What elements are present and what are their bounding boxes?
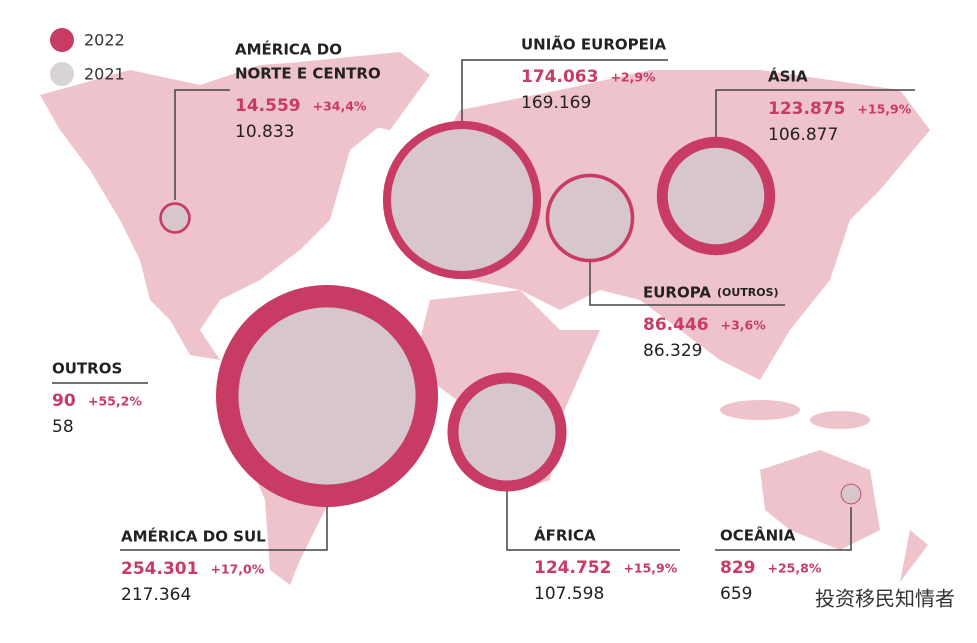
change: +17,0% (210, 562, 264, 577)
region-name: AMÉRICA DO SUL (121, 527, 266, 546)
bubble-2021 (841, 484, 861, 504)
region-name: ÁSIA (768, 67, 808, 86)
value-2022: 124.752 (534, 558, 611, 578)
bubble-2021 (161, 204, 189, 232)
value-2021: 659 (720, 584, 752, 604)
region-name: OCEÂNIA (720, 526, 796, 545)
leader-line (715, 89, 915, 144)
value-2022: 174.063 (521, 67, 598, 87)
value-2021: 106.877 (768, 125, 838, 145)
legend-label: 2022 (84, 31, 125, 50)
legend-swatch (50, 28, 74, 52)
value-2022: 829 (720, 558, 756, 578)
change: +34,4% (313, 99, 367, 114)
bubble-2021 (390, 128, 534, 272)
leader-line (589, 256, 785, 306)
value-2022: 86.446 (643, 315, 709, 335)
legend-label: 2021 (84, 65, 125, 84)
change: +2,9% (610, 70, 656, 85)
leader-line (461, 59, 668, 124)
region-name: EUROPA (643, 284, 711, 302)
value-2021: 217.364 (121, 585, 191, 605)
value-2021: 107.598 (534, 584, 604, 604)
bubble-2021 (667, 147, 765, 245)
watermark: 投资移民知情者 (815, 587, 955, 611)
value-2022: 14.559 (235, 96, 301, 116)
value-2021: 58 (52, 417, 74, 437)
bubble-2021 (458, 383, 556, 481)
legend-swatch (50, 62, 74, 86)
bubble-2021 (238, 307, 416, 485)
value-2021: 86.329 (643, 341, 702, 361)
region-name: NORTE E CENTRO (235, 65, 381, 83)
change: +3,6% (721, 318, 767, 333)
change: +15,9% (857, 102, 911, 117)
overlay: 2022 2021 AMÉRICA DO NORTE E CENTRO 14.559 +3… (50, 28, 955, 611)
bubble-2021 (549, 177, 631, 259)
region-name: UNIÃO EUROPEIA (521, 35, 666, 54)
value-2021: 169.169 (521, 93, 591, 113)
value-2022: 123.875 (768, 99, 845, 119)
region-name: AMÉRICA DO (235, 40, 342, 59)
leader-line (506, 484, 680, 551)
leader-line (120, 507, 328, 551)
value-2022: 254.301 (121, 559, 198, 579)
region-note: (OUTROS) (717, 286, 779, 299)
region-name: OUTROS (52, 360, 122, 378)
value-2021: 10.833 (235, 122, 294, 142)
change: +25,8% (768, 561, 822, 576)
region-name: ÁFRICA (534, 526, 596, 545)
value-2022: 90 (52, 391, 76, 411)
change: +15,9% (623, 561, 677, 576)
change: +55,2% (88, 394, 142, 409)
leader-line (715, 507, 852, 551)
leader-line (174, 89, 230, 200)
